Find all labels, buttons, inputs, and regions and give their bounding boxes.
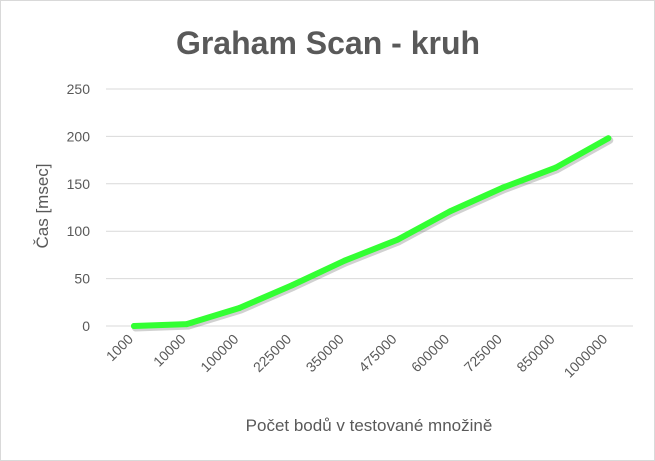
x-tick-label: 225000	[250, 331, 294, 375]
y-tick-label: 0	[82, 318, 90, 334]
series-line-shadow	[132, 136, 614, 332]
data-point	[394, 236, 401, 243]
y-tick-label: 200	[67, 128, 91, 144]
x-tick-label: 10000	[150, 331, 189, 370]
x-tick-label: 1000	[103, 331, 136, 364]
data-point	[499, 184, 506, 191]
data-point	[605, 135, 612, 142]
data-point	[289, 282, 296, 289]
data-point	[552, 164, 559, 171]
data-point	[236, 304, 243, 311]
data-point	[341, 257, 348, 264]
data-point	[183, 321, 190, 328]
data-point	[131, 323, 137, 329]
x-tick-label: 475000	[355, 331, 399, 375]
y-tick-label: 250	[67, 81, 91, 97]
x-tick-label: 600000	[408, 331, 452, 375]
x-axis-title: Počet bodů v testované množině	[246, 416, 493, 435]
x-tick-labels: 1000 10000 100000 225000 350000 475000 600000 7…	[103, 331, 611, 381]
chart-title: Graham Scan - kruh	[176, 25, 480, 61]
x-tick-label: 100000	[197, 331, 241, 375]
x-tick-label: 1000000	[561, 331, 611, 381]
series-group	[131, 135, 614, 332]
y-tick-label: 150	[67, 176, 91, 192]
y-tick-label: 100	[67, 223, 91, 239]
data-point	[447, 208, 454, 215]
x-tick-label: 725000	[461, 331, 505, 375]
x-tick-label: 350000	[303, 331, 347, 375]
y-tick-label: 50	[74, 271, 90, 287]
series-line	[131, 135, 612, 329]
y-axis-title: Čas [msec]	[33, 163, 52, 248]
y-tick-labels: 0 50 100 150 200 250	[67, 81, 91, 334]
grid-group	[106, 88, 633, 327]
x-tick-label: 850000	[513, 331, 557, 375]
